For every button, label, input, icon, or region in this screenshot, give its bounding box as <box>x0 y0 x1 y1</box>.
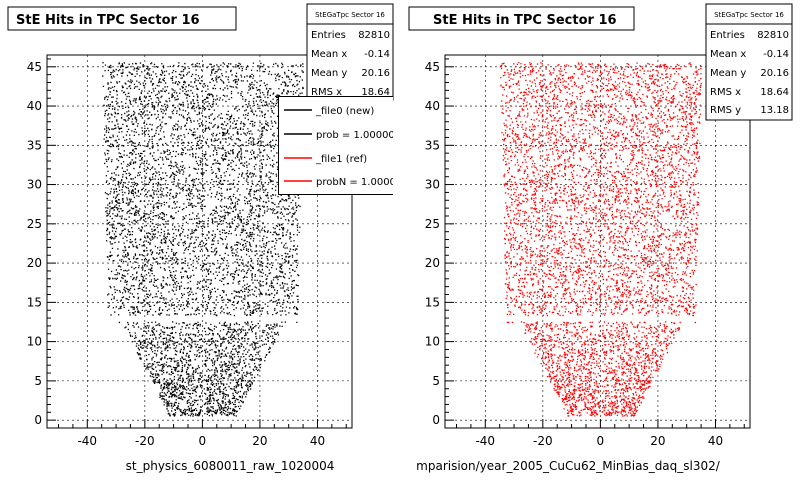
left-panel: -40 -20 0 20 40 0 5 10 15 20 25 30 35 40 45 StE Hits i… <box>7 3 409 473</box>
y-tick-label: 10 <box>425 335 440 349</box>
right-panel: -40 -20 0 20 40 0 5 10 15 20 25 30 35 40 45 StE Hits i… <box>408 3 793 473</box>
x-tick-label: -20 <box>135 434 155 448</box>
y-tick-label: 35 <box>27 138 42 152</box>
y-tick-label: 25 <box>27 217 42 231</box>
y-tick-label: 45 <box>27 60 42 74</box>
x-tick-label: 20 <box>650 434 665 448</box>
x-tick-label: 0 <box>597 434 605 448</box>
legend-label-1: prob = 1.000000 <box>316 130 401 141</box>
right-x-axis-label: mparision/year_2005_CuCu62_MinBias_daq_s… <box>416 459 721 473</box>
y-tick-label: 5 <box>432 374 440 388</box>
x-tick-label: -40 <box>475 434 495 448</box>
y-tick-label: 40 <box>27 99 42 113</box>
x-tick-label: 0 <box>199 434 207 448</box>
y-tick-label: 10 <box>27 335 42 349</box>
left-stat-label-1: Mean x <box>311 49 347 60</box>
right-chart-title: StE Hits in TPC Sector 16 <box>433 13 617 28</box>
right-scatter-points <box>499 62 702 417</box>
x-tick-label: 40 <box>310 434 325 448</box>
legend-label-3: probN = 1.000000 <box>316 177 409 188</box>
left-stat-value-0: 82810 <box>358 30 390 41</box>
y-tick-label: 15 <box>425 295 440 309</box>
y-tick-label: 5 <box>34 374 42 388</box>
y-tick-label: 40 <box>425 99 440 113</box>
right-title-box <box>408 6 635 31</box>
x-tick-label: 40 <box>708 434 723 448</box>
y-tick-label: 45 <box>425 60 440 74</box>
left-stats-box <box>306 3 394 101</box>
x-tick-label: -40 <box>77 434 97 448</box>
left-plot-frame <box>46 54 353 429</box>
right-stat-value-2: 20.16 <box>760 68 789 79</box>
right-grid <box>445 55 750 428</box>
right-stat-label-3: RMS x <box>710 87 741 98</box>
right-stat-value-1: -0.14 <box>763 49 789 60</box>
right-stat-value-3: 18.64 <box>760 87 789 98</box>
left-stat-value-3: 18.64 <box>361 87 390 98</box>
right-stat-label-0: Entries <box>710 30 745 41</box>
legend-frame <box>278 96 393 195</box>
right-stat-label-2: Mean y <box>710 68 746 79</box>
hit-points <box>102 62 304 417</box>
right-stat-label-4: RMS y <box>710 105 741 116</box>
left-x-axis-label: st_physics_6080011_raw_1020004 <box>126 459 335 473</box>
hit-points <box>499 62 702 417</box>
left-scatter-points <box>102 62 304 417</box>
y-tick-label: 15 <box>27 295 42 309</box>
right-stat-value-4: 13.18 <box>760 105 789 116</box>
y-tick-label: 20 <box>425 256 440 270</box>
left-axis-ticks: -40 -20 0 20 40 0 5 10 15 20 25 30 35 40 45 <box>27 58 347 448</box>
left-chart-title: StE Hits in TPC Sector 16 <box>16 13 200 28</box>
y-tick-label: 35 <box>425 138 440 152</box>
left-stat-label-3: RMS x <box>311 87 342 98</box>
legend-label-0: _file0 (new) <box>315 106 374 117</box>
left-stat-label-2: Mean y <box>311 68 347 79</box>
left-legend: _file0 (new) prob = 1.000000 _file1 (ref… <box>278 96 409 195</box>
y-tick-label: 30 <box>27 178 42 192</box>
x-tick-label: 20 <box>252 434 267 448</box>
left-stat-value-1: -0.14 <box>364 49 390 60</box>
legend-label-2: _file1 (ref) <box>315 154 367 165</box>
right-stat-label-1: Mean x <box>710 49 746 60</box>
y-tick-label: 25 <box>425 217 440 231</box>
left-stat-label-0: Entries <box>311 30 346 41</box>
left-stat-value-2: 20.16 <box>361 68 390 79</box>
x-tick-label: -20 <box>533 434 553 448</box>
left-stats-name: StEGaTpc Sector 16 <box>315 11 385 19</box>
right-plot-frame <box>444 54 751 429</box>
right-stat-value-0: 82810 <box>757 30 789 41</box>
y-tick-label: 0 <box>432 413 440 427</box>
y-tick-label: 30 <box>425 178 440 192</box>
right-axis-ticks: -40 -20 0 20 40 0 5 10 15 20 25 30 35 40 45 <box>425 58 745 448</box>
left-title-box <box>7 6 237 31</box>
right-stats-name: StEGaTpc Sector 16 <box>714 11 784 19</box>
y-tick-label: 0 <box>34 413 42 427</box>
y-tick-label: 20 <box>27 256 42 270</box>
right-stats-box <box>705 3 793 121</box>
